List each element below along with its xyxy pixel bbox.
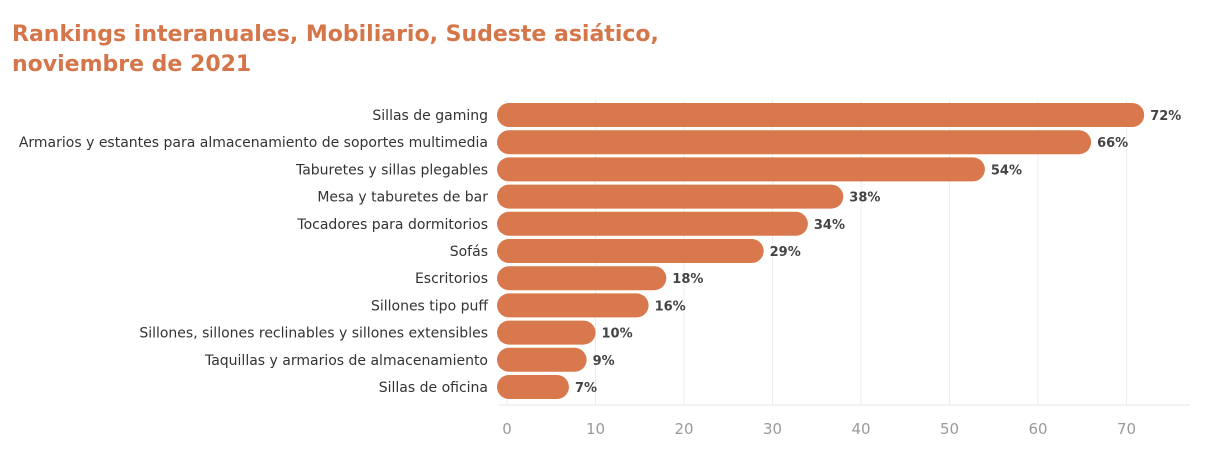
bar — [497, 239, 764, 263]
bar — [497, 211, 808, 236]
category-label: Armarios y estantes para almacenamiento … — [19, 135, 488, 151]
bar — [497, 184, 844, 209]
category-label: Sillas de gaming — [372, 108, 488, 124]
x-tick-label: 20 — [674, 420, 693, 438]
value-label: 54% — [991, 163, 1022, 178]
x-tick-label: 30 — [763, 420, 782, 438]
category-label: Sofás — [450, 244, 488, 260]
value-label: 18% — [672, 272, 703, 287]
x-tick-label: 10 — [586, 420, 605, 438]
value-label: 72% — [1150, 109, 1181, 124]
bar — [497, 266, 667, 291]
value-label: 16% — [655, 299, 686, 314]
value-label: 10% — [602, 327, 633, 342]
bar — [497, 157, 985, 182]
category-label: Tocadores para dormitorios — [296, 217, 488, 233]
category-label: Taburetes y sillas plegables — [295, 162, 488, 178]
x-axis-ticks: 0 10 20 30 40 50 60 70 — [502, 420, 1136, 438]
chart-title-line-2: noviembre de 2021 — [12, 52, 252, 77]
bar — [497, 130, 1092, 155]
category-label: Sillones, sillones reclinables y sillone… — [139, 326, 488, 342]
bar — [497, 293, 649, 318]
value-label: 9% — [593, 354, 615, 369]
value-label: 34% — [814, 218, 845, 233]
value-label: 7% — [575, 381, 597, 396]
category-label: Mesa y taburetes de bar — [317, 190, 488, 206]
chart-title: Rankings interanuales, Mobiliario, Sudes… — [12, 20, 659, 80]
x-tick-label: 70 — [1117, 420, 1136, 438]
bars — [497, 103, 1145, 399]
x-tick-label: 40 — [851, 420, 870, 438]
value-label: 66% — [1097, 136, 1128, 151]
chart-title-line-1: Rankings interanuales, Mobiliario, Sudes… — [12, 22, 659, 47]
bar — [497, 375, 569, 399]
category-label: Sillones tipo puff — [371, 298, 488, 314]
x-tick-label: 50 — [940, 420, 959, 438]
category-labels: Sillas de gaming Armarios y estantes para… — [19, 108, 489, 396]
value-labels: 72% 66% 54% 38% 34% 29% 18% 16% 10% 9% 7% — [575, 109, 1181, 396]
x-tick-label: 60 — [1028, 420, 1047, 438]
bar — [497, 347, 587, 372]
category-label: Sillas de oficina — [379, 380, 488, 396]
bar — [497, 103, 1145, 127]
bar — [497, 320, 596, 345]
value-label: 38% — [849, 191, 880, 206]
category-label: Taquillas y armarios de almacenamiento — [204, 353, 488, 369]
value-label: 29% — [770, 245, 801, 260]
category-label: Escritorios — [415, 271, 488, 287]
x-tick-label: 0 — [502, 420, 512, 438]
